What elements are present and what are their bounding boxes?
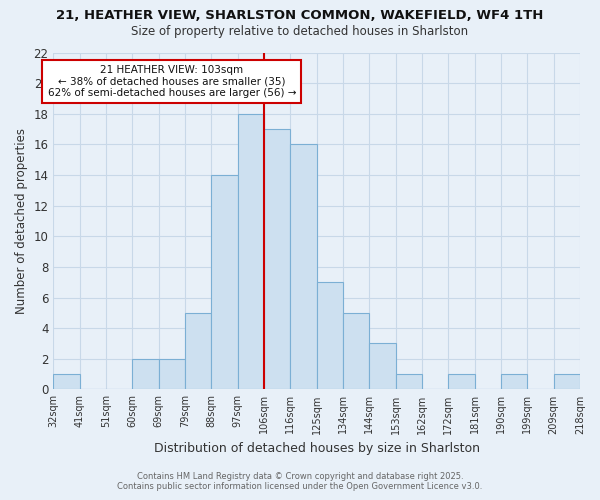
Text: 21, HEATHER VIEW, SHARLSTON COMMON, WAKEFIELD, WF4 1TH: 21, HEATHER VIEW, SHARLSTON COMMON, WAKE… [56,9,544,22]
Bar [290,144,317,390]
Bar [395,374,422,390]
Bar [159,359,185,390]
Text: Size of property relative to detached houses in Sharlston: Size of property relative to detached ho… [131,25,469,38]
Bar [448,374,475,390]
Bar [211,175,238,390]
Bar [343,313,370,390]
Bar [501,374,527,390]
Bar [53,374,80,390]
Text: 21 HEATHER VIEW: 103sqm
← 38% of detached houses are smaller (35)
62% of semi-de: 21 HEATHER VIEW: 103sqm ← 38% of detache… [47,65,296,98]
Y-axis label: Number of detached properties: Number of detached properties [15,128,28,314]
Bar [238,114,264,390]
Bar [370,344,395,390]
Bar [554,374,580,390]
Text: Contains HM Land Registry data © Crown copyright and database right 2025.
Contai: Contains HM Land Registry data © Crown c… [118,472,482,491]
Bar [264,129,290,390]
X-axis label: Distribution of detached houses by size in Sharlston: Distribution of detached houses by size … [154,442,480,455]
Bar [185,313,211,390]
Bar [317,282,343,390]
Bar [133,359,159,390]
